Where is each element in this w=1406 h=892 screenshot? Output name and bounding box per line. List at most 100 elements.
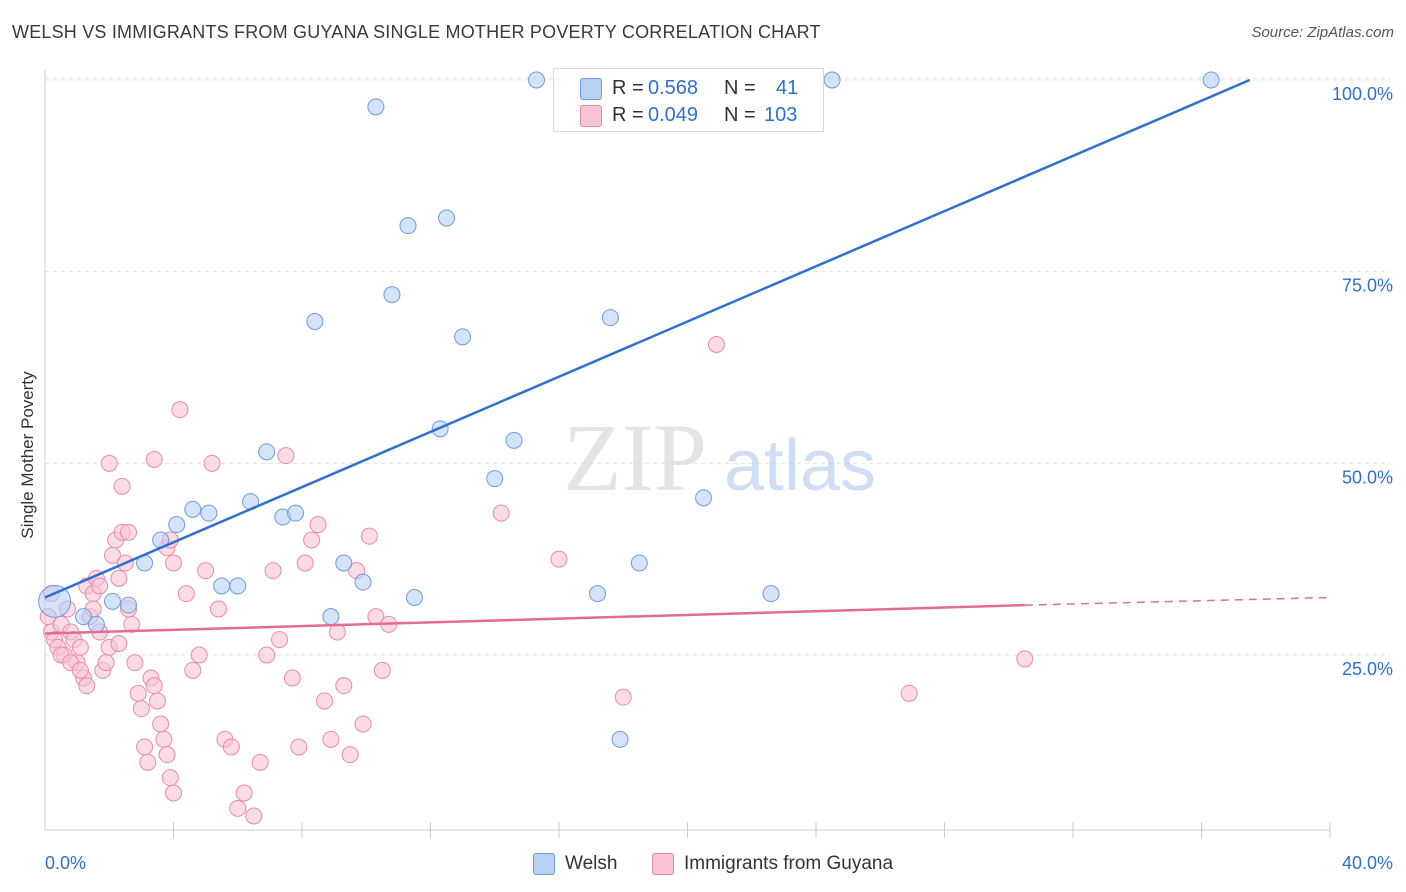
guyana-point — [136, 738, 154, 756]
guyana-trend-line — [44, 603, 1025, 635]
guyana-point — [184, 661, 202, 679]
welsh-n-label: N = — [724, 77, 756, 99]
welsh-legend-swatch — [533, 853, 555, 875]
guyana-point — [245, 807, 263, 825]
welsh-point — [528, 71, 546, 89]
guyana-point — [100, 454, 118, 472]
guyana-r-label: R = — [612, 104, 644, 126]
x-tick-label: 40.0% — [1342, 853, 1393, 873]
welsh-trend-line — [44, 78, 1251, 599]
guyana-point — [123, 615, 141, 633]
welsh-point — [335, 554, 353, 572]
welsh-n-value: 41 — [776, 77, 799, 99]
guyana-point — [283, 669, 301, 687]
welsh-point — [75, 608, 93, 626]
welsh-point — [103, 592, 121, 610]
trend-lines — [44, 78, 1331, 635]
welsh-point — [213, 577, 231, 595]
guyana-point — [129, 684, 147, 702]
welsh-legend-label: Welsh — [565, 853, 618, 874]
y-tick-label: 75.0% — [1342, 276, 1393, 296]
guyana-point — [1016, 650, 1034, 668]
welsh-point — [399, 217, 417, 235]
welsh-point — [611, 730, 629, 748]
guyana-point — [271, 631, 289, 649]
guyana-point — [120, 523, 138, 541]
welsh-point — [229, 577, 247, 595]
chart-title: WELSH VS IMMIGRANTS FROM GUYANA SINGLE M… — [12, 22, 821, 42]
welsh-r-value: 0.568 — [648, 77, 699, 99]
guyana-point — [165, 554, 182, 572]
welsh-point — [589, 585, 607, 603]
welsh-r-label: R = — [612, 77, 644, 99]
welsh-point — [120, 596, 138, 614]
guyana-point — [900, 684, 918, 702]
y-tick-label: 50.0% — [1342, 467, 1393, 487]
guyana-points — [39, 336, 1034, 825]
guyana-point — [97, 654, 115, 672]
guyana-point — [203, 454, 221, 472]
guyana-point — [132, 700, 150, 718]
welsh-point — [306, 313, 324, 330]
welsh-point — [823, 71, 841, 89]
welsh-point — [505, 431, 523, 449]
guyana-legend-swatch — [652, 853, 674, 875]
guyana-point — [209, 600, 227, 618]
guyana-point — [152, 715, 170, 733]
guyana-trend-extension — [1024, 596, 1331, 606]
guyana-point — [161, 769, 179, 787]
guyana-point — [235, 784, 253, 802]
welsh-point — [1202, 71, 1220, 89]
welsh-point — [200, 504, 218, 522]
guyana-point — [113, 477, 131, 495]
guyana-point — [171, 401, 189, 419]
welsh-point — [168, 516, 186, 534]
watermark-atlas: atlas — [724, 426, 876, 506]
welsh-point — [383, 286, 401, 304]
guyana-point — [197, 562, 215, 580]
welsh-point — [601, 309, 619, 327]
guyana-point — [251, 753, 269, 771]
guyana-point — [110, 569, 128, 587]
guyana-point — [126, 654, 144, 672]
guyana-point — [158, 746, 176, 764]
guyana-point — [614, 688, 632, 706]
grid-lines — [45, 77, 1390, 656]
guyana-point — [354, 715, 372, 733]
guyana-point — [71, 638, 89, 656]
guyana-point — [315, 692, 333, 710]
welsh-point — [695, 489, 713, 507]
guyana-n-label: N = — [724, 104, 756, 126]
welsh-point — [367, 98, 385, 116]
guyana-point — [335, 677, 353, 695]
welsh-point — [454, 328, 472, 346]
watermark: ZIP atlas — [563, 404, 876, 511]
correlation-legend: R = 0.568 N = 41 R = 0.049 N = 103 — [553, 68, 824, 132]
guyana-point — [264, 562, 282, 580]
welsh-point — [184, 500, 202, 518]
guyana-point — [550, 550, 568, 568]
guyana-point — [139, 753, 157, 771]
welsh-point — [486, 470, 504, 488]
guyana-point — [258, 646, 276, 664]
welsh-point — [630, 554, 648, 572]
guyana-point — [492, 504, 510, 522]
source-label: Source: ZipAtlas.com — [1251, 24, 1394, 41]
welsh-point — [287, 504, 305, 522]
guyana-swatch — [580, 105, 602, 127]
welsh-point — [87, 615, 105, 633]
guyana-point — [360, 527, 378, 545]
guyana-point — [277, 447, 295, 465]
guyana-point — [78, 677, 96, 695]
guyana-point — [290, 738, 308, 756]
welsh-swatch — [580, 78, 602, 100]
welsh-point — [322, 608, 340, 626]
x-tick-label: 0.0% — [45, 853, 86, 873]
guyana-point — [229, 799, 247, 817]
welsh-point — [258, 443, 276, 461]
guyana-point — [177, 585, 195, 603]
legend-row-welsh: R = 0.568 N = 41 — [554, 75, 823, 101]
y-tick-label: 100.0% — [1332, 84, 1393, 104]
guyana-point — [341, 746, 359, 764]
